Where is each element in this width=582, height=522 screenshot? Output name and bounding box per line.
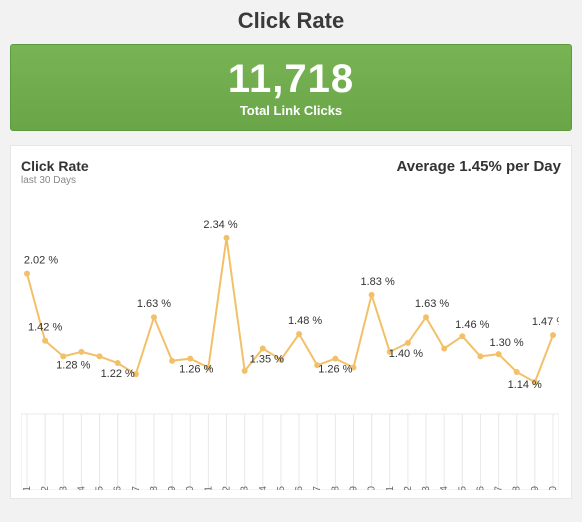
point-label: 2.02 % [24, 255, 58, 267]
chart-subtitle: last 30 Days [21, 175, 89, 186]
point-label: 1.14 % [508, 379, 542, 391]
data-point [369, 292, 375, 298]
x-axis-label: 2018-10-14 [258, 486, 269, 490]
chart-title: Click Rate [21, 158, 89, 174]
x-axis-label: 2018-10-16 [294, 486, 305, 490]
point-label: 1.46 % [455, 319, 489, 331]
data-point [187, 356, 193, 362]
x-axis-label: 2018-10-27 [494, 486, 505, 490]
metric-card: 11,718 Total Link Clicks [10, 44, 572, 131]
data-point [24, 271, 30, 277]
point-label: 1.28 % [56, 359, 90, 371]
point-label: 1.26 % [318, 364, 352, 376]
point-label: 1.40 % [389, 348, 423, 360]
data-point [332, 356, 338, 362]
point-label: 2.34 % [203, 219, 237, 231]
page-title: Click Rate [10, 8, 572, 34]
data-point [115, 360, 121, 366]
metric-value: 11,718 [11, 59, 571, 99]
x-axis-label: 2018-10-10 [185, 486, 196, 490]
x-axis-label: 2018-10-05 [95, 486, 106, 490]
data-point [260, 346, 266, 352]
data-point [441, 346, 447, 352]
chart-card: Click Rate last 30 Days Average 1.45% pe… [10, 145, 572, 499]
click-rate-line-chart: 2018-10-01 2018-10-02 2018-10-03 2018-10-04… [21, 192, 561, 490]
data-point [78, 349, 84, 355]
data-point [423, 314, 429, 320]
point-label: 1.63 % [137, 298, 171, 310]
data-point [42, 338, 48, 344]
x-axis-label: 2018-10-24 [439, 486, 450, 490]
data-point [296, 331, 302, 337]
point-label: 1.30 % [489, 337, 523, 349]
data-point [496, 351, 502, 357]
x-axis-label: 2018-10-26 [475, 486, 486, 490]
line-series [27, 238, 553, 382]
x-axis-label: 2018-10-08 [149, 486, 160, 490]
x-axis-label: 2018-10-29 [530, 486, 541, 490]
point-label: 1.63 % [415, 298, 449, 310]
x-axis-label: 2018-10-30 [548, 486, 559, 490]
x-axis-label: 2018-10-25 [457, 486, 468, 490]
x-axis-label: 2018-10-04 [76, 486, 87, 490]
x-axis-label: 2018-10-18 [330, 486, 341, 490]
x-axis-label: 2018-10-02 [40, 486, 51, 490]
x-axis-label: 2018-10-22 [403, 486, 414, 490]
point-label: 1.35 % [250, 354, 284, 366]
data-point [169, 358, 175, 364]
data-point [405, 340, 411, 346]
x-axis-label: 2018-10-28 [512, 486, 523, 490]
x-axis-label: 2018-10-01 [22, 486, 33, 490]
data-point [242, 368, 248, 374]
point-label: 1.26 % [179, 364, 213, 376]
x-axis-label: 2018-10-06 [113, 486, 124, 490]
point-label: 1.83 % [360, 276, 394, 288]
point-label: 1.47 % [532, 316, 559, 328]
x-axis-label: 2018-10-13 [240, 486, 251, 490]
point-label: 1.48 % [288, 315, 322, 327]
metric-label: Total Link Clicks [11, 103, 571, 118]
x-axis-label: 2018-10-03 [58, 486, 69, 490]
data-point [97, 353, 103, 359]
x-axis-label: 2018-10-21 [385, 486, 396, 490]
data-point [514, 369, 520, 375]
x-axis-label: 2018-10-20 [367, 486, 378, 490]
x-axis-label: 2018-10-23 [421, 486, 432, 490]
data-point [477, 353, 483, 359]
x-axis-label: 2018-10-09 [167, 486, 178, 490]
data-point [459, 333, 465, 339]
x-axis-label: 2018-10-12 [222, 486, 233, 490]
data-point [550, 332, 556, 338]
point-label: 1.42 % [28, 322, 62, 334]
x-axis-label: 2018-10-19 [348, 486, 359, 490]
data-point [224, 235, 230, 241]
chart-average: Average 1.45% per Day [396, 158, 561, 175]
chart-header: Click Rate last 30 Days Average 1.45% pe… [21, 158, 561, 186]
x-axis-label: 2018-10-15 [276, 486, 287, 490]
x-axis-label: 2018-10-11 [203, 486, 214, 490]
x-axis-label: 2018-10-07 [131, 486, 142, 490]
point-label: 1.22 % [101, 368, 135, 380]
x-axis-label: 2018-10-17 [312, 486, 323, 490]
data-point [151, 314, 157, 320]
